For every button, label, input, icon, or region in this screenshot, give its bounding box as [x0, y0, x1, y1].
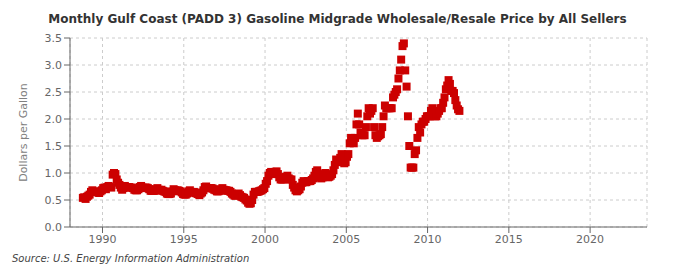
svg-text:1995: 1995 — [170, 233, 198, 246]
svg-text:2000: 2000 — [251, 233, 279, 246]
html-text:Source: U.S. Energy Informatio: Source: U.S. Energy Information Administ… — [12, 253, 250, 264]
html-text:Monthly Gulf Coast (PADD 3) Ga: Monthly Gulf Coast (PADD 3) Gasoline Mid… — [48, 12, 627, 26]
svg-text:2005: 2005 — [332, 233, 360, 246]
svg-text:1990: 1990 — [89, 233, 117, 246]
svg-text:0.5: 0.5 — [45, 194, 63, 207]
svg-text:3.5: 3.5 — [45, 32, 63, 45]
svg-text:1.0: 1.0 — [45, 167, 63, 180]
svg-text:2020: 2020 — [576, 233, 604, 246]
svg-text:2010: 2010 — [414, 233, 442, 246]
svg-text:Dollars per Gallon: Dollars per Gallon — [17, 83, 30, 182]
svg-text:2015: 2015 — [495, 233, 523, 246]
svg-text:0.0: 0.0 — [45, 221, 63, 234]
svg-text:3.0: 3.0 — [45, 59, 63, 72]
svg-text:2.5: 2.5 — [45, 86, 63, 99]
svg-text:1.5: 1.5 — [45, 140, 63, 153]
svg-text:2.0: 2.0 — [45, 113, 63, 126]
